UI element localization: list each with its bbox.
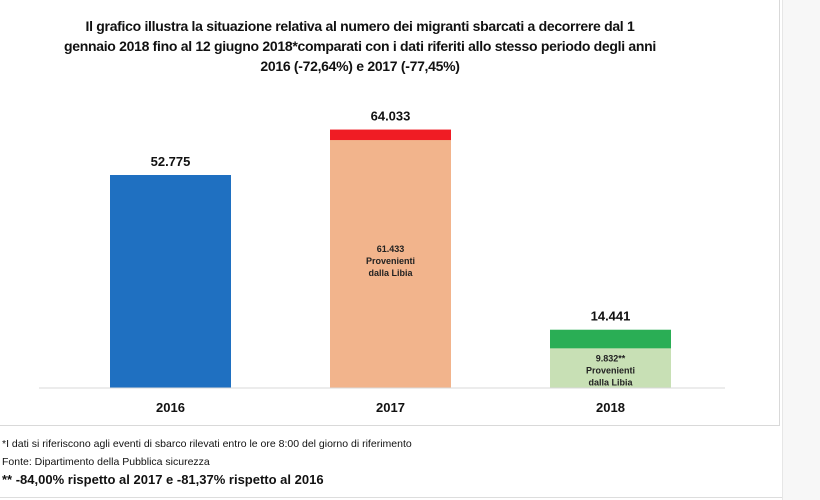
- value-label: 14.441: [591, 309, 631, 324]
- footnote-1: *I dati si riferiscono agli eventi di sb…: [2, 438, 412, 450]
- bar-2016: [110, 175, 231, 388]
- libia-label: Provenienti: [586, 365, 635, 375]
- libia-label: dalla Libia: [368, 268, 413, 278]
- libia-label: dalla Libia: [588, 377, 633, 387]
- value-label: 52.775: [151, 154, 191, 169]
- bar-libia-2017: [330, 140, 451, 388]
- value-label: 64.033: [371, 109, 411, 124]
- chart-title: Il grafico illustra la situazione relati…: [63, 18, 656, 74]
- footnote-source: Fonte: Dipartimento della Pubblica sicur…: [2, 456, 210, 468]
- category-label: 2018: [596, 400, 625, 415]
- divider: [0, 497, 782, 498]
- category-label: 2017: [376, 400, 405, 415]
- libia-label: 9.832**: [596, 353, 626, 363]
- libia-label: 61.433: [377, 244, 405, 254]
- category-label: 2016: [156, 400, 185, 415]
- bar-chart: 52.775 2016 61.433 Provenienti dalla Libia 64…: [39, 109, 725, 415]
- libia-label: Provenienti: [366, 256, 415, 266]
- footnote-2: ** -84,00% rispetto al 2017 e -81,37% ri…: [2, 472, 324, 487]
- bar-libia-2018: [550, 348, 671, 388]
- side-strip: [782, 0, 820, 500]
